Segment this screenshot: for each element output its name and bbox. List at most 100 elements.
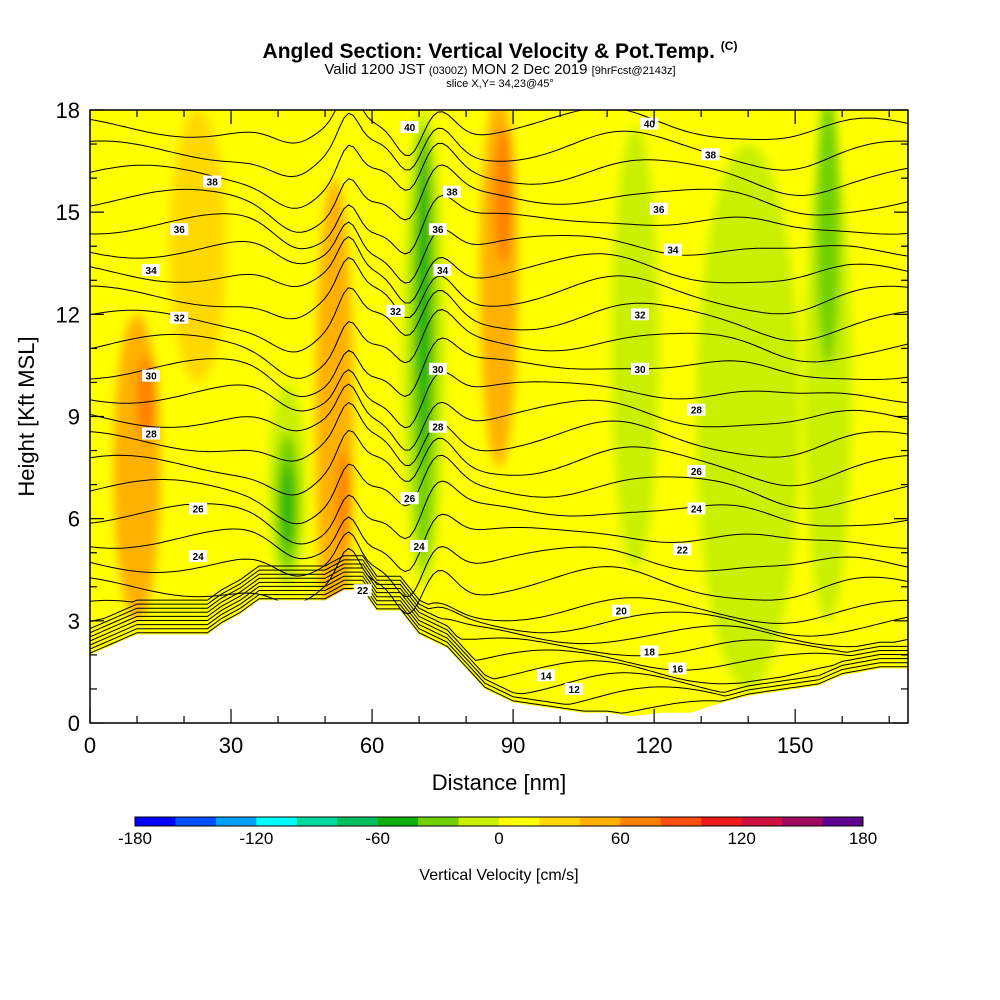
contour-label: 22: [353, 584, 372, 597]
contour-label-text: 40: [404, 123, 416, 134]
contour-label-text: 32: [390, 307, 402, 318]
contour-label-bg: [612, 604, 631, 617]
contour-label-bg: [663, 243, 682, 256]
contour-label-bg: [640, 645, 659, 658]
contour-label: 40: [640, 117, 659, 131]
colorbar-swatch: [458, 817, 500, 826]
contour-label: 38: [203, 175, 222, 189]
chart-subtitle: Valid 1200 JST (0300Z) MON 2 Dec 2019 [9…: [0, 62, 1000, 79]
contour-label: 28: [142, 427, 161, 441]
theta-contour-17: [90, 567, 908, 657]
contour-label-text: 28: [146, 430, 158, 441]
velocity-cell-10: [416, 127, 431, 468]
contour-label-bg: [142, 427, 161, 440]
contour-label: 38: [442, 185, 461, 199]
contour-label-text: 22: [677, 545, 689, 556]
contour-label-bg: [170, 223, 189, 236]
contour-label-bg: [203, 175, 222, 188]
theta-contour-31: [90, 309, 908, 379]
chart-title-block: Angled Section: Vertical Velocity & Pot.…: [0, 34, 1000, 90]
theta-contour-37: [90, 164, 908, 233]
contour-label-bg: [353, 584, 372, 597]
theta-contour-35: [90, 221, 908, 284]
contour-label-bg: [400, 121, 419, 134]
contour-label: 18: [640, 645, 659, 658]
contour-label-text: 26: [404, 494, 416, 505]
valid-time: Valid 1200 JST: [324, 61, 425, 78]
contour-label-text: 24: [691, 504, 703, 515]
velocity-cell-16: [816, 110, 840, 366]
theta-contour-36: [90, 194, 908, 255]
velocity-cell-13: [611, 127, 659, 570]
contour-label: 16: [668, 662, 687, 676]
x-tick-label: 30: [219, 733, 243, 758]
theta-contour-13: [90, 583, 908, 705]
contour-label-bg: [649, 202, 668, 215]
colorbar-swatch: [782, 817, 824, 826]
contour-label-bg: [386, 304, 405, 317]
colorbar-frame: [134, 816, 864, 827]
theta-contour-32: [90, 287, 908, 353]
colorbar-swatch: [539, 817, 581, 826]
x-axis: 0 30 60 90 120 150: [84, 110, 890, 758]
contour-label-bg: [701, 148, 720, 161]
contour-label-text: 14: [540, 671, 552, 682]
colorbar-swatch: [822, 817, 864, 826]
colorbar: -180 -120 -60 0 60 120 180: [118, 816, 877, 848]
contour-label: 32: [386, 304, 405, 318]
theta-contour-25: [90, 454, 908, 525]
contour-label-bg: [189, 502, 208, 515]
contour-label-text: 28: [691, 406, 703, 417]
colorbar-tick-label: -120: [239, 829, 273, 848]
contour-label: 26: [400, 492, 419, 505]
colorbar-swatch: [337, 817, 379, 826]
colorbar-tick-label: 60: [611, 829, 630, 848]
contour-label-text: 16: [672, 665, 684, 676]
contour-label-text: 22: [357, 586, 369, 597]
colorbar-swatch: [175, 817, 217, 826]
colorbar-tick-label: 0: [494, 829, 503, 848]
velocity-cell-5: [281, 465, 294, 552]
contour-label-bg: [668, 662, 687, 675]
velocity-cell-12: [494, 127, 514, 264]
contour-label: 36: [649, 202, 668, 216]
title-main: Angled Section: Vertical Velocity & Pot.…: [262, 40, 715, 63]
contour-label-bg: [428, 420, 447, 433]
contour-label-text: 30: [634, 365, 646, 376]
contour-label-text: 36: [174, 225, 186, 236]
contour-label-bg: [428, 223, 447, 236]
contour-label-text: 26: [193, 504, 205, 515]
velocity-cell-0: [113, 314, 161, 621]
theta-contour-20: [90, 555, 908, 624]
contour-label-text: 38: [446, 188, 458, 199]
theta-contour-26: [90, 429, 908, 496]
contour-label-bg: [170, 311, 189, 324]
terrain-mask: [90, 590, 908, 723]
contour-label-bg: [400, 492, 419, 505]
contour-label-bg: [687, 464, 706, 477]
contour-label-text: 18: [644, 647, 656, 658]
contour-label-bg: [433, 264, 452, 277]
contour-labels: 40 40 38 38 38 36 36 36 34 34 34 32 32 32 30 30 30 28 28 28…: [142, 117, 720, 696]
velocity-cell-6: [315, 178, 354, 655]
theta-contour-40: [90, 110, 908, 157]
contour-label-text: 36: [432, 225, 444, 236]
theta-contour-21: [90, 547, 908, 615]
contour-label-bg: [142, 369, 161, 382]
theta-contour-23: [90, 513, 908, 573]
velocity-cell-7: [336, 450, 351, 553]
y-tick-label: 9: [68, 405, 80, 430]
colorbar-tick-label: -60: [365, 829, 390, 848]
contour-label-text: 40: [644, 120, 656, 131]
theta-contour-39: [90, 112, 908, 178]
contour-label-text: 34: [437, 266, 449, 277]
contour-label-bg: [442, 185, 461, 198]
colorbar-tick-label: -180: [118, 829, 152, 848]
theta-contour-30: [90, 337, 908, 398]
contour-label-text: 34: [667, 246, 679, 257]
y-tick-label: 18: [56, 98, 80, 123]
contour-label-bg: [631, 362, 650, 375]
velocity-cell-15: [804, 144, 852, 621]
contour-label-text: 28: [432, 423, 444, 434]
contour-label: 36: [428, 223, 447, 236]
